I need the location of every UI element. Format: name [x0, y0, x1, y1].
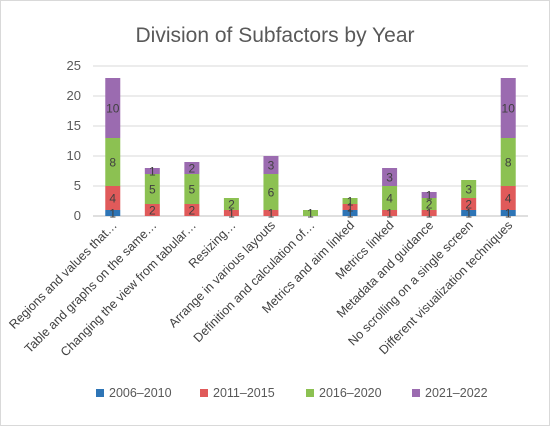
- bar-segment: [421, 210, 437, 216]
- bar-segment: [263, 156, 279, 174]
- bar-segment: [105, 138, 121, 186]
- data-label: 5: [149, 183, 156, 197]
- data-label: 1: [268, 207, 275, 221]
- legend-label: 2016–2020: [319, 386, 382, 400]
- legend-label: 2011–2015: [213, 386, 275, 400]
- y-axis-ticks: 0 5 10 15 20 25: [67, 58, 81, 223]
- bar-segment: [421, 198, 437, 210]
- legend-item: 2021–2022: [412, 386, 488, 400]
- y-tick-label: 25: [67, 58, 81, 73]
- data-label: 2: [189, 162, 196, 176]
- data-label: 1: [307, 207, 314, 221]
- bar-segment: [421, 192, 437, 198]
- bar-segment: [223, 210, 239, 216]
- data-label: 8: [109, 156, 116, 170]
- bar-segment: [342, 204, 358, 210]
- data-label: 3: [268, 159, 275, 173]
- data-label: 1: [347, 201, 354, 215]
- data-label: 3: [465, 183, 472, 197]
- data-label: 1: [505, 207, 512, 221]
- legend-swatch: [306, 389, 314, 397]
- bar-segment: [500, 78, 516, 138]
- bar-segment: [144, 174, 160, 204]
- y-tick-label: 10: [67, 148, 81, 163]
- data-label: 6: [268, 186, 275, 200]
- bar-segment: [342, 210, 358, 216]
- bar-segment: [223, 198, 239, 210]
- legend-label: 2021–2022: [425, 386, 488, 400]
- bar-segment: [500, 138, 516, 186]
- legend-swatch: [200, 389, 208, 397]
- legend-swatch: [412, 389, 420, 397]
- data-label: 5: [189, 183, 196, 197]
- bar-segment: [184, 174, 200, 204]
- bar-segment: [263, 174, 279, 210]
- data-label: 4: [386, 192, 393, 206]
- legend-item: 2011–2015: [200, 386, 275, 400]
- bar-segment: [184, 162, 200, 174]
- data-label: 1: [386, 207, 393, 221]
- data-label: 1: [426, 189, 433, 203]
- bar-segment: [461, 210, 477, 216]
- data-label: 2: [228, 198, 235, 212]
- bar-segment: [105, 210, 121, 216]
- y-tick-label: 15: [67, 118, 81, 133]
- data-label: 8: [505, 156, 512, 170]
- data-label: 1: [347, 207, 354, 221]
- data-label: 1: [109, 207, 116, 221]
- data-label: 2: [149, 204, 156, 218]
- legend-label: 2006–2010: [109, 386, 172, 400]
- data-label: 1: [465, 207, 472, 221]
- data-label: 4: [505, 192, 512, 206]
- legend: 2006–2010 2011–2015 2016–2020 2021–2022: [96, 386, 488, 400]
- y-tick-label: 5: [74, 178, 81, 193]
- bar-segment: [382, 168, 398, 186]
- bar-segment: [303, 210, 318, 216]
- chart-title: Division of Subfactors by Year: [136, 24, 415, 47]
- bar-segment: [461, 180, 477, 198]
- bar-segment: [382, 186, 398, 210]
- bar-segment: [461, 198, 477, 210]
- bars: [105, 78, 516, 216]
- data-label: 10: [106, 102, 120, 116]
- bar-segment: [105, 78, 121, 138]
- y-tick-label: 0: [74, 208, 81, 223]
- data-label: 1: [228, 207, 235, 221]
- bar-segment: [382, 210, 398, 216]
- gridlines: [93, 65, 528, 217]
- legend-swatch: [96, 389, 104, 397]
- x-axis-labels: Regions and values that…Table and graphs…: [6, 218, 515, 359]
- bar-segment: [105, 186, 121, 210]
- data-label: 2: [465, 198, 472, 212]
- bar-segment: [263, 210, 279, 216]
- bar-segment: [500, 186, 516, 210]
- bar-segment: [500, 210, 516, 216]
- bar-segment: [342, 198, 358, 204]
- data-label: 3: [386, 171, 393, 185]
- data-label: 1: [347, 195, 354, 209]
- bar-segment: [184, 204, 200, 216]
- bar-segment: [144, 168, 160, 174]
- data-label: 1: [426, 207, 433, 221]
- data-label: 10: [502, 102, 516, 116]
- legend-item: 2006–2010: [96, 386, 172, 400]
- data-label: 1: [149, 165, 156, 179]
- data-label: 4: [109, 192, 116, 206]
- y-tick-label: 20: [67, 88, 81, 103]
- legend-item: 2016–2020: [306, 386, 382, 400]
- data-label: 2: [426, 198, 433, 212]
- bar-segment: [144, 204, 160, 216]
- data-label: 2: [189, 204, 196, 218]
